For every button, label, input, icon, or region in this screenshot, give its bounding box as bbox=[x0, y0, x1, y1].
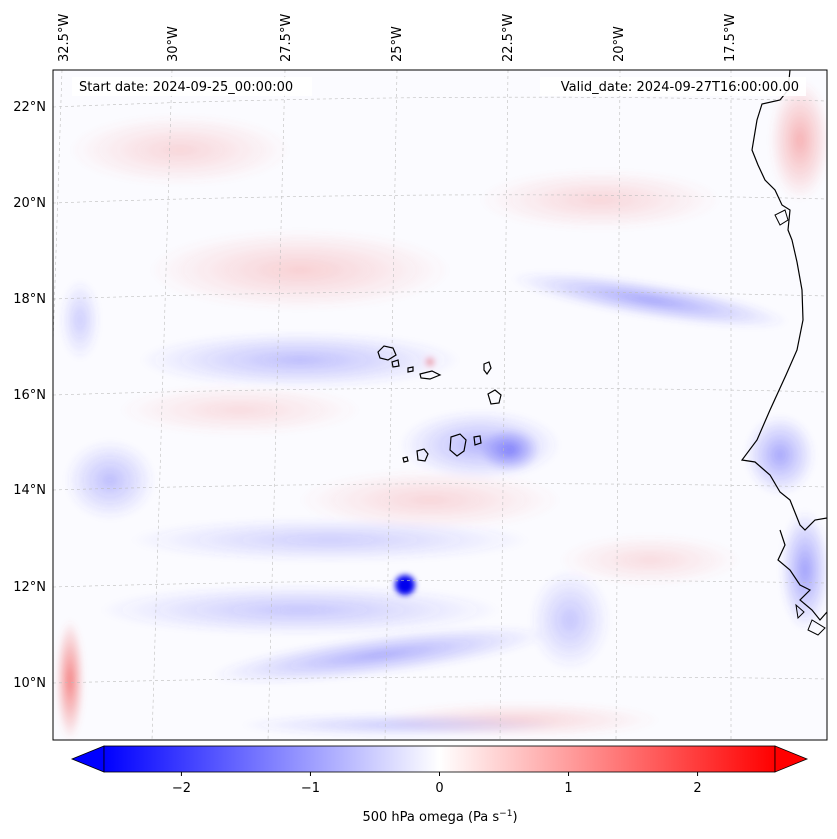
colorbar-tick-label: 1 bbox=[564, 781, 572, 796]
negative-band bbox=[240, 713, 560, 737]
lat-label: 20°N bbox=[13, 196, 46, 211]
colorbar-extend-min bbox=[70, 745, 105, 773]
positive-patch bbox=[56, 620, 84, 740]
cabo-verde-islands bbox=[377, 345, 502, 463]
start-date-box bbox=[72, 77, 312, 96]
latitude-labels: 22°N 20°N 18°N 16°N 14°N 12°N 10°N bbox=[13, 100, 46, 691]
africa-coastline bbox=[740, 70, 827, 531]
negative-band bbox=[65, 440, 155, 520]
lon-label: 27.5°W bbox=[279, 14, 294, 62]
omega-field bbox=[56, 80, 827, 740]
positive-patch bbox=[120, 385, 360, 435]
gridlines bbox=[53, 70, 827, 740]
positive-patch bbox=[150, 230, 450, 310]
negative-band bbox=[780, 510, 827, 630]
colorbar-tick-label: 0 bbox=[435, 781, 443, 796]
lon-label: 32.5°W bbox=[57, 14, 72, 62]
colorbar-ticks: −2 −1 0 1 2 bbox=[172, 772, 702, 796]
lon-label: 30°W bbox=[166, 26, 181, 62]
africa-coastline bbox=[777, 529, 827, 621]
colorbar-label: 500 hPa omega (Pa s−1) bbox=[362, 809, 517, 825]
valid-date-label: Valid_date: 2024-09-27T16:00:00.00 bbox=[561, 80, 799, 95]
longitude-labels: 32.5°W 30°W 27.5°W 25°W 22.5°W 20°W 17.5… bbox=[57, 14, 738, 62]
lat-label: 16°N bbox=[13, 388, 46, 403]
positive-patch bbox=[560, 535, 740, 585]
map-panel bbox=[53, 70, 827, 740]
colorbar: −2 −1 0 1 2 500 hPa omega (Pa s−1) bbox=[70, 745, 809, 825]
negative-band bbox=[395, 575, 415, 595]
map-frame bbox=[52, 69, 828, 741]
lat-label: 12°N bbox=[13, 580, 46, 595]
negative-band bbox=[211, 626, 549, 684]
colorbar-tick-label: 2 bbox=[693, 781, 701, 796]
start-date-label: Start date: 2024-09-25_00:00:00 bbox=[79, 80, 293, 95]
lon-label: 25°W bbox=[390, 26, 405, 62]
positive-patch bbox=[480, 170, 720, 230]
lon-label: 22.5°W bbox=[501, 14, 516, 62]
lat-label: 10°N bbox=[13, 676, 46, 691]
lat-label: 18°N bbox=[13, 292, 46, 307]
lat-label: 14°N bbox=[13, 483, 46, 498]
negative-band bbox=[100, 585, 500, 635]
negative-band bbox=[130, 518, 530, 562]
negative-band bbox=[480, 428, 540, 472]
colorbar-tick-label: −2 bbox=[172, 781, 191, 796]
positive-patch bbox=[300, 470, 560, 530]
negative-band bbox=[530, 570, 610, 670]
positive-patch bbox=[770, 80, 827, 200]
colorbar-bar bbox=[103, 745, 776, 773]
negative-band bbox=[60, 280, 100, 360]
positive-patch bbox=[70, 115, 290, 185]
colorbar-extend-max bbox=[774, 745, 809, 773]
negative-band bbox=[140, 332, 460, 388]
valid-date-box bbox=[540, 77, 806, 96]
colorbar-tick-label: −1 bbox=[301, 781, 320, 796]
negative-band bbox=[745, 415, 815, 495]
lon-label: 17.5°W bbox=[723, 14, 738, 62]
lat-label: 22°N bbox=[13, 100, 46, 115]
negative-band bbox=[511, 271, 789, 329]
coast-detail bbox=[774, 209, 826, 636]
lon-label: 20°W bbox=[612, 26, 627, 62]
